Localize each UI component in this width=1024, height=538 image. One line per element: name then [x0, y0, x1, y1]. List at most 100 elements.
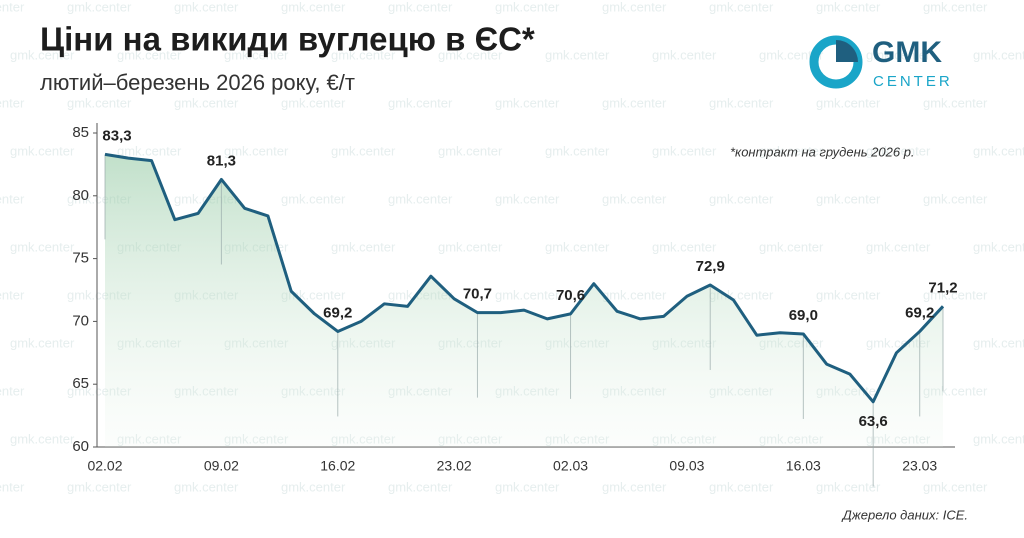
watermark: gmk.center	[816, 0, 881, 14]
watermark: gmk.center	[923, 287, 988, 302]
watermark: gmk.center	[438, 143, 503, 158]
watermark: gmk.center	[973, 431, 1024, 446]
watermark: gmk.center	[759, 143, 824, 158]
watermark: gmk.center	[866, 143, 931, 158]
watermark: gmk.center	[388, 191, 453, 206]
watermark: gmk.center	[10, 335, 75, 350]
x-tick-label: 16.03	[786, 458, 821, 474]
watermark: gmk.center	[10, 47, 75, 62]
watermark: gmk.center	[816, 479, 881, 494]
watermark: gmk.center	[545, 143, 610, 158]
watermark: gmk.center	[973, 143, 1024, 158]
logo: GMK CENTER	[809, 35, 953, 90]
watermark: gmk.center	[0, 95, 25, 110]
watermark: gmk.center	[709, 0, 774, 14]
logo-name: GMK	[872, 36, 942, 69]
watermark: gmk.center	[709, 191, 774, 206]
watermark: gmk.center	[495, 191, 560, 206]
watermark: gmk.center	[117, 143, 182, 158]
watermark: gmk.center	[759, 239, 824, 254]
watermark: gmk.center	[67, 0, 132, 14]
watermark: gmk.center	[495, 287, 560, 302]
note: *контракт на грудень 2026 р.	[730, 144, 915, 159]
watermark: gmk.center	[174, 0, 239, 14]
x-tick-label: 23.03	[902, 458, 937, 474]
x-tick-label: 09.02	[204, 458, 239, 474]
watermark: gmk.center	[602, 95, 667, 110]
watermark: gmk.center	[923, 191, 988, 206]
watermark: gmk.center	[174, 479, 239, 494]
watermark: gmk.center	[281, 95, 346, 110]
value-label: 69,2	[905, 304, 934, 321]
source: Джерело даних: ICE.	[841, 507, 968, 522]
y-tick-label: 75	[72, 250, 89, 267]
watermark: gmk.center	[281, 0, 346, 14]
watermark: gmk.center	[709, 95, 774, 110]
value-label: 69,2	[323, 304, 352, 321]
area	[105, 154, 943, 448]
watermark: gmk.center	[602, 0, 667, 14]
watermark: gmk.center	[652, 47, 717, 62]
watermark: gmk.center	[0, 479, 25, 494]
watermark: gmk.center	[117, 47, 182, 62]
watermark: gmk.center	[866, 47, 931, 62]
watermark: gmk.center	[816, 191, 881, 206]
watermark: gmk.center	[545, 239, 610, 254]
watermark: gmk.center	[388, 479, 453, 494]
watermark: gmk.center	[388, 0, 453, 14]
watermark: gmk.center	[973, 335, 1024, 350]
y-tick-label: 80	[72, 187, 89, 204]
watermark: gmk.center	[602, 191, 667, 206]
watermark: gmk.center	[224, 47, 289, 62]
watermark: gmk.center	[816, 95, 881, 110]
watermark: gmk.center	[331, 239, 396, 254]
watermark: gmk.center	[973, 47, 1024, 62]
watermark: gmk.center	[923, 95, 988, 110]
watermark: gmk.center	[10, 431, 75, 446]
y-tick-label: 60	[72, 438, 89, 455]
x-tick-label: 09.03	[669, 458, 704, 474]
watermark: gmk.center	[759, 47, 824, 62]
watermark: gmk.center	[331, 47, 396, 62]
value-label: 71,2	[928, 279, 957, 296]
watermark: gmk.center	[0, 287, 25, 302]
watermark: gmk.center	[10, 239, 75, 254]
watermark: gmk.center	[923, 0, 988, 14]
watermark: gmk.center	[652, 143, 717, 158]
y-tick-label: 70	[72, 312, 89, 329]
watermark: gmk.center	[545, 47, 610, 62]
x-tick-label: 16.02	[320, 458, 355, 474]
watermark: gmk.center	[0, 0, 25, 14]
watermark: gmk.center	[224, 143, 289, 158]
watermark: gmk.center	[816, 287, 881, 302]
watermark: gmk.center	[10, 143, 75, 158]
value-label: 81,3	[207, 152, 236, 169]
value-label: 70,7	[463, 286, 492, 303]
watermark: gmk.center	[67, 479, 132, 494]
logo-sub: CENTER	[873, 73, 953, 90]
x-tick-label: 02.03	[553, 458, 588, 474]
value-label: 63,6	[859, 413, 888, 430]
watermark: gmk.center	[602, 287, 667, 302]
watermark: gmk.center	[67, 95, 132, 110]
watermark: gmk.center	[709, 479, 774, 494]
logo-segment	[836, 40, 858, 62]
watermark: gmk.center	[0, 383, 25, 398]
watermark: gmk.center	[973, 239, 1024, 254]
line	[104, 152, 945, 404]
watermark: gmk.center	[438, 47, 503, 62]
watermark: gmk.center	[174, 95, 239, 110]
watermark: gmk.center	[652, 239, 717, 254]
watermark: gmk.center	[923, 479, 988, 494]
watermark: gmk.center	[495, 95, 560, 110]
chart-title: Ціни на викиди вуглецю в ЄС*	[40, 21, 535, 58]
value-label: 69,0	[789, 307, 818, 324]
x-tick-label: 02.02	[87, 458, 122, 474]
x-tick-label: 23.02	[437, 458, 472, 474]
value-label: 72,9	[696, 258, 725, 275]
watermark: gmk.center	[331, 143, 396, 158]
value-label: 83,3	[102, 127, 131, 144]
chart-subtitle: лютий–березень 2026 року, €/т	[40, 70, 355, 95]
watermark: gmk.center	[602, 479, 667, 494]
